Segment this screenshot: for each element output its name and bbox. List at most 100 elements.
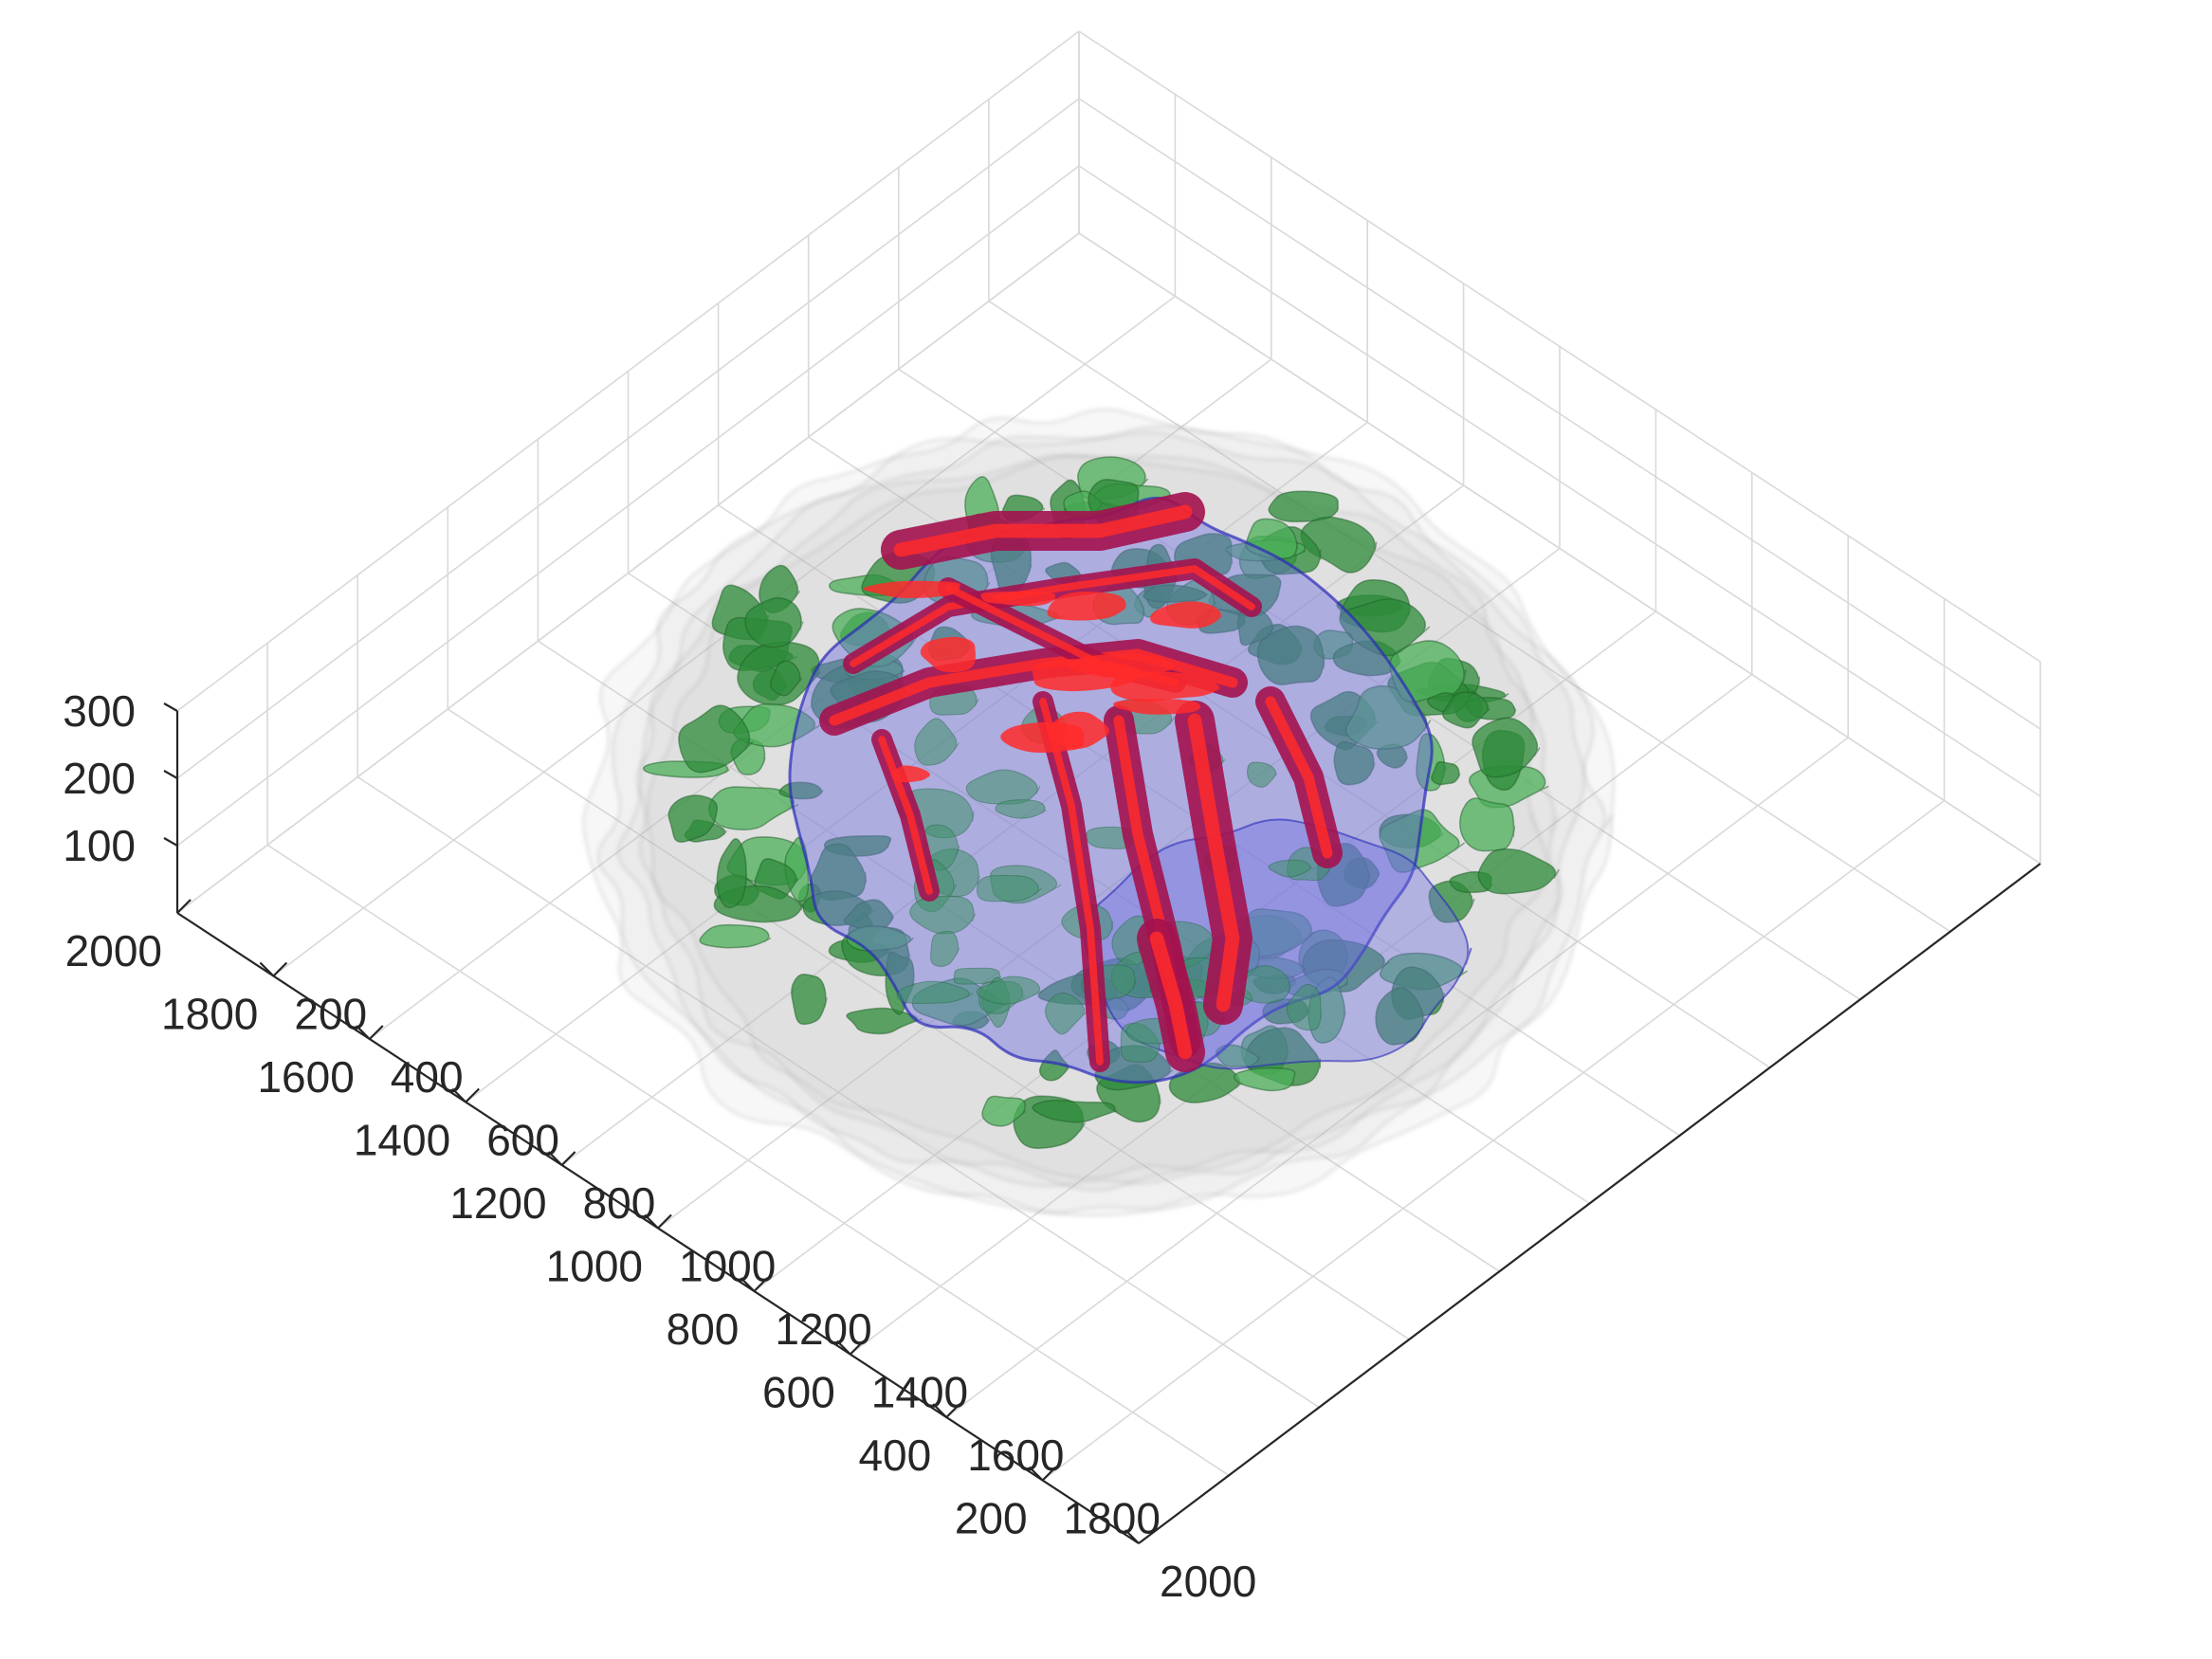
y-tick-label: 2000 <box>65 926 162 975</box>
green-surface <box>976 975 1043 1005</box>
wall-grid-line-z <box>1078 232 2041 865</box>
y-tick-mark <box>465 1087 480 1103</box>
y-tick-mark <box>945 1403 960 1418</box>
green-surface <box>976 875 1042 902</box>
y-tick-mark <box>176 899 192 914</box>
floor-grid-line-y <box>266 844 1230 1476</box>
red-surface <box>893 504 1193 557</box>
green-surface <box>1268 859 1312 878</box>
green-surface <box>1477 848 1560 895</box>
green-surface <box>1045 993 1088 1035</box>
x-axis-line <box>1138 863 2041 1544</box>
red-surface <box>980 591 1056 607</box>
y-tick-label: 200 <box>955 1494 1028 1543</box>
z-tick-mark <box>163 770 178 779</box>
wall-grid-line-z <box>176 232 1080 914</box>
y-tick-mark <box>272 961 288 977</box>
green-surface <box>914 718 960 766</box>
green-surface <box>1268 490 1340 523</box>
red-surface <box>1049 711 1113 750</box>
green-surface <box>1376 743 1409 769</box>
x-tick-mark <box>740 1277 756 1292</box>
y-tick-label: 800 <box>667 1304 740 1354</box>
x-tick-label: 1400 <box>871 1368 968 1417</box>
z-tick-label: 300 <box>63 686 136 736</box>
green-surface <box>1379 809 1466 873</box>
green-surface <box>1472 717 1541 778</box>
x-tick-mark <box>356 1025 371 1040</box>
green-surface <box>1300 516 1378 574</box>
wall-grid-line-z <box>176 98 1080 779</box>
x-tick-label: 400 <box>391 1052 464 1102</box>
x-tick-label: 800 <box>583 1178 656 1228</box>
green-surface <box>769 660 803 697</box>
y-tick-label: 400 <box>858 1431 931 1480</box>
green-surface <box>678 704 754 774</box>
y-tick-mark <box>560 1151 576 1166</box>
green-surface <box>995 799 1047 819</box>
green-surface <box>744 596 804 648</box>
z-axis-ticks: 100 200 300 <box>63 686 178 870</box>
green-surface <box>667 794 719 843</box>
y-tick-label: 1000 <box>546 1242 643 1291</box>
red-surface <box>1047 591 1128 621</box>
red-surface <box>1113 699 1201 715</box>
z-tick-mark <box>163 702 178 712</box>
red-surface <box>1187 713 1240 1012</box>
green-surface <box>716 838 748 909</box>
red-surface <box>850 565 1255 667</box>
green-surface <box>1032 1099 1118 1123</box>
x-tick-mark <box>836 1340 851 1356</box>
y-tick-mark <box>753 1277 769 1292</box>
green-surface <box>1256 625 1325 685</box>
y-tick-mark <box>369 1025 384 1040</box>
y-tick-label: 600 <box>762 1368 835 1417</box>
wall-grid-line-z <box>176 30 1080 712</box>
floor-grid-line-x <box>1042 799 1946 1482</box>
x-tick-mark <box>451 1087 466 1103</box>
green-surface <box>1247 761 1278 788</box>
x-tick-label: 1800 <box>1064 1494 1161 1543</box>
y-tick-label: 1200 <box>449 1178 546 1228</box>
green-surface <box>1143 584 1209 603</box>
x-tick-label: 1200 <box>775 1304 871 1354</box>
green-surface <box>1236 607 1275 647</box>
green-surface <box>791 974 828 1026</box>
x-tick-mark <box>547 1151 563 1166</box>
green-surface <box>1459 797 1516 852</box>
x-tick-mark <box>1028 1466 1044 1482</box>
green-surface <box>846 925 914 952</box>
z-tick-label: 200 <box>63 754 136 803</box>
green-surface <box>1333 740 1376 786</box>
red-surface <box>892 765 932 783</box>
red-surface <box>1110 671 1223 702</box>
green-surface <box>1375 987 1427 1046</box>
red-surface <box>1265 696 1333 859</box>
red-surface <box>1150 601 1223 629</box>
x-tick-label: 600 <box>486 1116 559 1165</box>
green-surface <box>1215 1044 1261 1067</box>
wall-grid-line-z <box>176 165 1080 847</box>
y-tick-mark <box>657 1213 672 1230</box>
y-tick-mark <box>850 1340 865 1356</box>
wall-grid-line-z <box>1078 165 2041 797</box>
y-tick-label: 1800 <box>161 990 258 1039</box>
volume-render <box>582 408 1616 1217</box>
x-tick-mark <box>644 1213 659 1230</box>
green-surface <box>699 923 772 949</box>
red-surface <box>878 736 933 895</box>
green-surface <box>953 967 1002 985</box>
red-surface <box>920 636 977 673</box>
green-surface <box>896 980 974 1004</box>
x-tick-label: 2000 <box>1160 1557 1256 1606</box>
x-tick-mark <box>932 1403 947 1418</box>
z-tick-mark <box>163 837 178 847</box>
green-surface <box>930 930 960 967</box>
x-tick-label: 200 <box>294 990 367 1039</box>
x-tick-mark <box>1124 1529 1140 1544</box>
z-tick-label: 100 <box>63 821 136 870</box>
x-tick-mark <box>259 961 275 977</box>
x-tick-label: 1600 <box>967 1431 1064 1480</box>
